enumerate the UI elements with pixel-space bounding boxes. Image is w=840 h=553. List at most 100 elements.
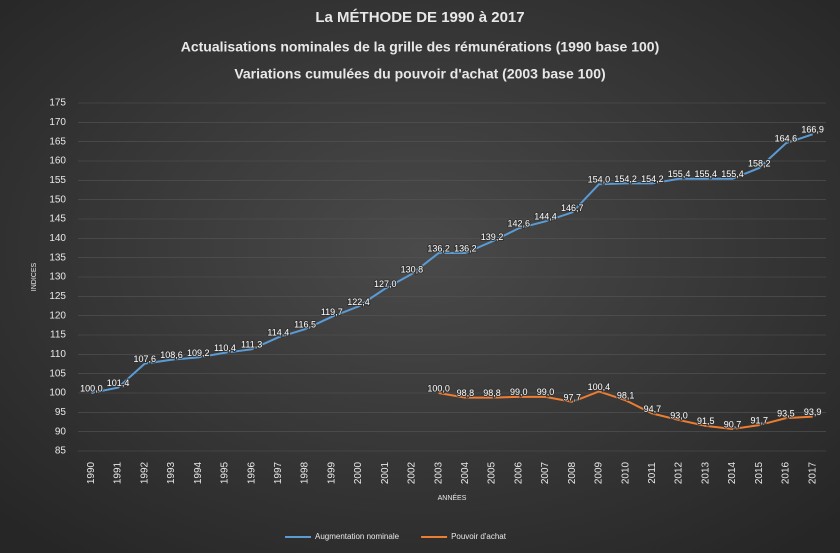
x-tick-label: 2001: [380, 461, 391, 484]
x-tick-label: 1994: [193, 461, 204, 484]
data-label: 130,8: [401, 264, 424, 274]
data-label: 100,0: [427, 383, 450, 393]
x-tick-label: 1991: [113, 461, 124, 484]
data-label: 93,5: [777, 409, 795, 419]
y-tick-label: 160: [49, 156, 66, 167]
x-tick-label: 2012: [674, 461, 685, 484]
data-label: 155,4: [721, 169, 744, 179]
data-label: 142,6: [508, 219, 531, 229]
data-label: 116,5: [294, 320, 316, 330]
data-label: 146,7: [561, 203, 584, 213]
data-label: 114,4: [267, 328, 289, 338]
data-label: 119,7: [321, 307, 343, 317]
y-tick-label: 120: [49, 310, 66, 321]
x-tick-label: 2017: [807, 461, 818, 484]
y-tick-label: 105: [49, 368, 66, 379]
data-label: 98,8: [457, 388, 475, 398]
legend-label: Augmentation nominale: [315, 532, 400, 541]
data-label: 98,8: [483, 388, 501, 398]
y-tick-label: 155: [49, 175, 66, 186]
x-tick-label: 2010: [620, 461, 631, 484]
data-label: 91,7: [750, 415, 768, 425]
data-label: 139,2: [481, 232, 504, 242]
data-label: 100,4: [588, 382, 611, 392]
y-tick-label: 165: [49, 136, 66, 147]
y-tick-label: 90: [55, 426, 67, 437]
data-label: 166,9: [801, 125, 824, 135]
y-tick-label: 130: [49, 272, 66, 283]
data-label: 93,9: [804, 407, 822, 417]
y-tick-label: 115: [50, 330, 66, 341]
y-tick-label: 125: [49, 291, 66, 302]
x-tick-label: 2011: [647, 462, 658, 484]
x-tick-label: 2000: [353, 461, 364, 484]
chart-title: La MÉTHODE DE 1990 à 2017: [315, 9, 524, 26]
chart-subtitle: Variations cumulées du pouvoir d'achat (…: [234, 66, 605, 82]
data-label: 97,7: [563, 392, 581, 402]
x-tick-label: 2009: [594, 461, 605, 484]
data-label: 98,1: [617, 391, 635, 401]
data-label: 94,7: [644, 404, 662, 414]
x-tick-label: 1992: [139, 461, 150, 484]
x-tick-label: 1993: [166, 461, 177, 484]
data-label: 109,2: [187, 348, 210, 358]
data-label: 93,0: [670, 410, 688, 420]
x-tick-label: 2006: [513, 461, 524, 484]
data-label: 155,4: [668, 169, 691, 179]
data-label: 100,0: [80, 383, 103, 393]
data-label: 90,7: [724, 419, 742, 429]
y-tick-label: 135: [49, 252, 66, 263]
data-label: 122,4: [347, 297, 370, 307]
data-label: 99,0: [510, 387, 528, 397]
x-tick-label: 2013: [700, 461, 711, 484]
x-tick-label: 2002: [407, 461, 418, 484]
x-tick-label: 1996: [246, 461, 257, 484]
x-tick-label: 2014: [727, 461, 738, 484]
data-label: 144,4: [534, 212, 557, 222]
series-line: [91, 133, 813, 394]
data-label: 111,3: [241, 340, 262, 350]
x-tick-label: 1995: [220, 461, 231, 484]
x-tick-label: 2004: [460, 461, 471, 484]
data-label: 107,6: [134, 354, 157, 364]
y-tick-label: 110: [50, 349, 66, 360]
chart-subtitle: Actualisations nominales de la grille de…: [181, 39, 660, 55]
y-tick-label: 175: [49, 98, 66, 109]
data-label: 136,2: [427, 243, 450, 253]
data-label: 91,5: [697, 416, 715, 426]
data-label: 158,2: [748, 158, 771, 168]
x-tick-label: 2003: [433, 461, 444, 484]
x-tick-label: 1998: [300, 461, 311, 484]
y-tick-label: 95: [55, 407, 67, 418]
y-axis-label: INDICES: [31, 262, 38, 291]
y-tick-label: 100: [49, 388, 66, 399]
data-label: 101,4: [107, 378, 130, 388]
x-tick-label: 2016: [781, 461, 792, 484]
data-label: 155,4: [695, 169, 718, 179]
y-tick-label: 85: [55, 446, 67, 457]
x-tick-label: 1999: [326, 461, 337, 484]
data-label: 127,0: [374, 279, 397, 289]
x-axis-label: ANNÉES: [438, 493, 467, 502]
data-label: 154,2: [641, 174, 664, 184]
y-tick-label: 145: [49, 214, 66, 225]
data-label: 136,2: [454, 243, 477, 253]
data-label: 154,2: [614, 174, 637, 184]
data-label: 108,6: [160, 350, 183, 360]
data-label: 154,0: [588, 175, 611, 185]
data-label: 110,4: [214, 343, 236, 353]
data-label: 99,0: [537, 387, 555, 397]
x-tick-label: 2015: [754, 461, 765, 484]
x-tick-label: 2008: [567, 461, 578, 484]
x-tick-label: 1990: [86, 461, 97, 484]
x-tick-label: 2007: [540, 461, 551, 484]
y-tick-label: 150: [49, 194, 66, 205]
x-tick-label: 1997: [273, 461, 284, 484]
y-tick-label: 140: [49, 233, 66, 244]
data-label: 164,6: [775, 134, 798, 144]
legend-label: Pouvoir d'achat: [451, 532, 507, 541]
y-tick-label: 170: [49, 117, 66, 128]
x-tick-label: 2005: [487, 461, 498, 484]
